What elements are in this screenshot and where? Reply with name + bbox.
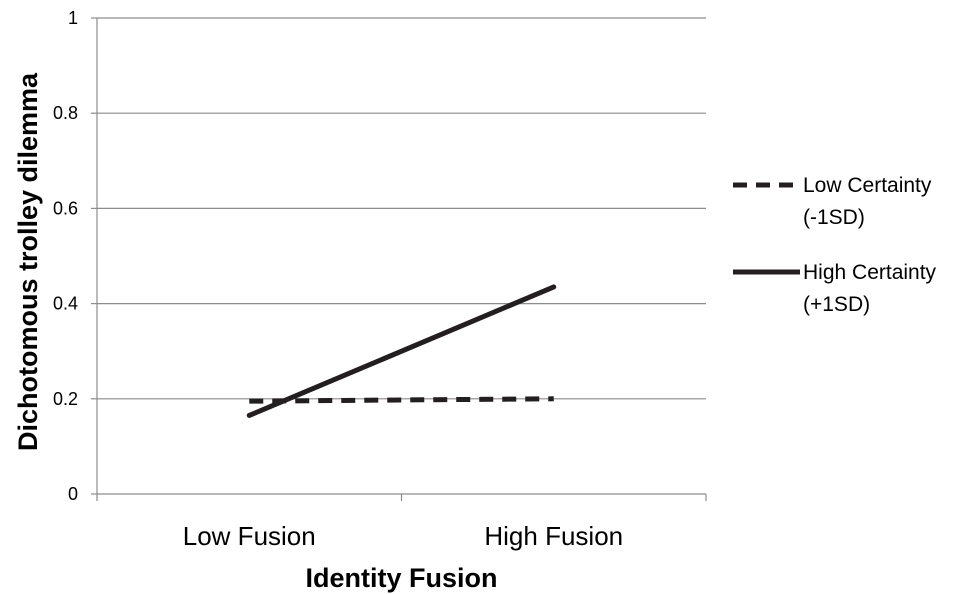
legend: Low Certainty (-1SD) High Certainty (+1SD) [733, 174, 937, 316]
x-tick-label: High Fusion [484, 521, 623, 551]
y-tick-label: 0.2 [53, 389, 78, 409]
y-tick-label: 0 [68, 484, 78, 504]
legend-label: (-1SD) [803, 206, 865, 229]
series-line-2 [246, 284, 557, 418]
y-axis-title: Dichotomous trolley dilemma [13, 72, 43, 451]
legend-label: Low Certainty [803, 174, 932, 197]
y-ticks: 0 0.2 0.4 0.6 0.8 1 [53, 8, 97, 504]
legend-label: (+1SD) [803, 293, 870, 316]
series-line-1 [249, 396, 554, 404]
x-tick-label: Low Fusion [183, 521, 316, 551]
legend-label: High Certainty [803, 261, 937, 284]
y-tick-label: 0.4 [53, 294, 78, 314]
y-tick-label: 0.8 [53, 103, 78, 123]
series-layer [246, 284, 557, 418]
x-ticks: Low Fusion High Fusion [96, 494, 707, 551]
y-tick-label: 0.6 [53, 198, 78, 218]
x-axis-title: Identity Fusion [306, 563, 498, 593]
y-tick-label: 1 [68, 8, 78, 28]
gridlines [97, 17, 706, 400]
